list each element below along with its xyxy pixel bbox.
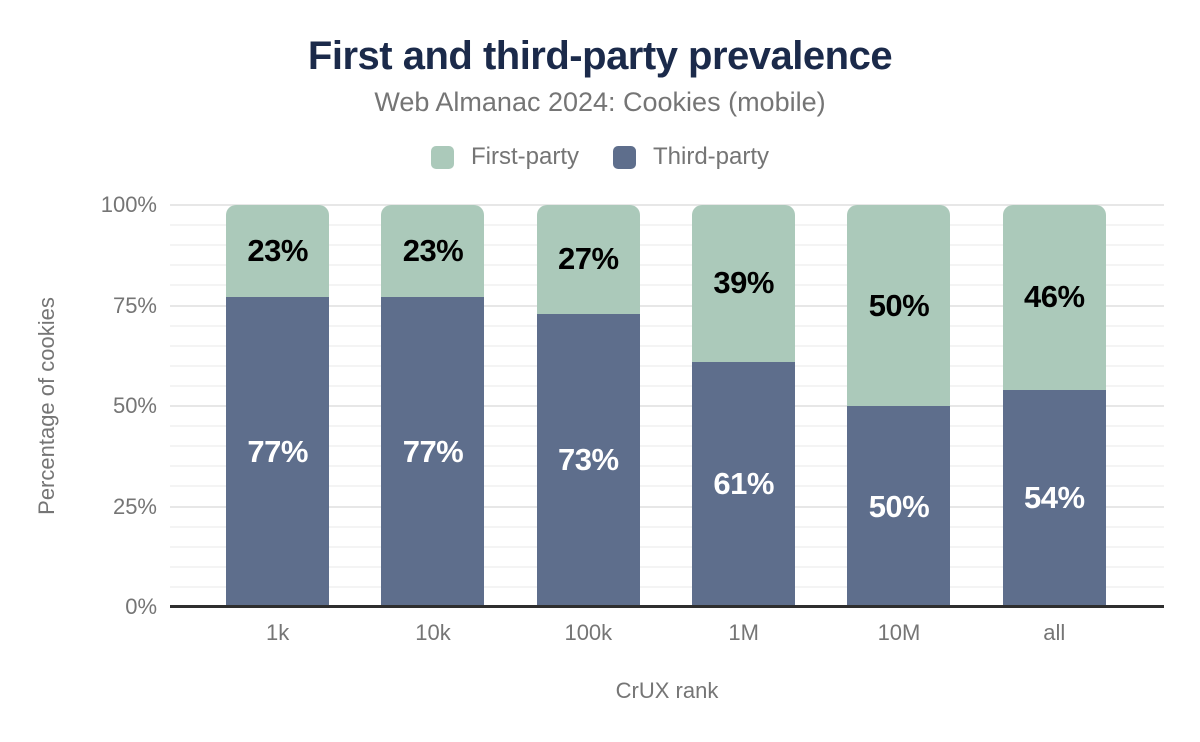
bar-value-label: 50% (868, 488, 930, 524)
x-axis-tick-label-all: all (1043, 620, 1066, 645)
bar-segment-first-party-10M[interactable]: 50% (847, 205, 951, 406)
x-axis-tick-label-1M: 1M (728, 620, 759, 645)
legend-swatch-third-party (612, 145, 636, 169)
minor-gridline (170, 585, 1164, 588)
y-axis-tick-label: 50% (112, 393, 157, 418)
bars: 23% 77% 23% 77% 27% 73% 39% 61% 50% 50% 46% 54% (200, 205, 1132, 607)
bar-segment-first-party-100k[interactable]: 27% (536, 205, 640, 314)
bar-value-label: 23% (402, 233, 464, 269)
chart-title: First and third-party prevalence (307, 34, 893, 78)
minor-gridline (170, 485, 1164, 488)
bar-segment-first-party-all[interactable]: 46% (1002, 205, 1106, 390)
bar-value-label: 27% (558, 241, 619, 277)
bar-segment-first-party-1M[interactable]: 39% (692, 205, 796, 362)
bar-10M[interactable]: 50% 50% (847, 205, 951, 607)
x-axis-ticks: 1k 10k 100k 1M 10M all (200, 620, 1132, 646)
bar-segment-third-party-1M[interactable]: 61% (692, 361, 796, 607)
bar-value-label: 46% (1024, 279, 1085, 315)
y-axis-tick-label: 0% (125, 594, 157, 619)
legend-swatch-first-party (430, 145, 454, 169)
x-axis-tick-label-100k: 100k (564, 620, 613, 645)
minor-gridline (170, 525, 1164, 528)
x-axis-title: CrUX rank (615, 678, 719, 703)
legend: First-party Third-party (0, 143, 1200, 171)
y-axis-tick-label: 75% (112, 292, 157, 318)
minor-gridline (170, 465, 1164, 468)
minor-gridline (170, 284, 1164, 287)
bar-value-label: 73% (558, 442, 619, 478)
bar-segment-third-party-10k[interactable]: 77% (381, 297, 485, 607)
bar-all[interactable]: 46% 54% (1002, 205, 1106, 607)
y-axis-tick-label: 25% (112, 493, 157, 519)
y-axis-tick-label: 100% (100, 192, 157, 217)
bar-value-label: 61% (713, 466, 774, 502)
bar-100k[interactable]: 27% 73% (536, 205, 640, 607)
bar-segment-third-party-all[interactable]: 54% (1002, 389, 1106, 607)
minor-gridline (170, 244, 1164, 247)
minor-gridline (170, 445, 1164, 448)
minor-gridline (170, 264, 1164, 267)
minor-gridline (170, 364, 1164, 367)
legend-label-first-party: First-party (470, 143, 579, 170)
bar-value-label: 50% (868, 287, 930, 323)
x-axis-tick-label-10k: 10k (415, 620, 451, 645)
x-axis-line (170, 605, 1164, 608)
bar-10k[interactable]: 23% 77% (381, 205, 485, 607)
plot-area: 23% 77% 23% 77% 27% 73% 39% 61% 50% 50% 46% 54% (170, 204, 1164, 608)
bar-value-label: 23% (247, 233, 308, 269)
bar-value-label: 54% (1024, 480, 1085, 516)
major-gridline (170, 505, 1164, 508)
minor-gridline (170, 224, 1164, 227)
minor-gridline (170, 425, 1164, 428)
bar-value-label: 77% (402, 434, 464, 470)
legend-item-third-party: Third-party (612, 143, 770, 171)
minor-gridline (170, 384, 1164, 387)
major-gridline (170, 204, 1164, 206)
bar-1k[interactable]: 23% 77% (226, 205, 330, 607)
bar-segment-third-party-1k[interactable]: 77% (226, 297, 330, 607)
minor-gridline (170, 545, 1164, 548)
legend-label-third-party: Third-party (652, 143, 770, 170)
bar-segment-first-party-10k[interactable]: 23% (381, 205, 485, 298)
major-gridline (170, 405, 1164, 407)
bar-segment-third-party-10M[interactable]: 50% (847, 406, 951, 607)
bar-value-label: 39% (713, 265, 774, 301)
bar-value-label: 77% (247, 434, 308, 470)
minor-gridline (170, 344, 1164, 347)
bar-segment-third-party-100k[interactable]: 73% (536, 313, 640, 607)
bar-1M[interactable]: 39% 61% (692, 205, 796, 607)
minor-gridline (170, 324, 1164, 327)
legend-item-first-party: First-party (430, 143, 579, 171)
x-axis-tick-label-10M: 10M (877, 620, 921, 645)
x-axis-tick-label-1k: 1k (266, 620, 290, 645)
chart-subtitle: Web Almanac 2024: Cookies (mobile) (374, 87, 826, 117)
bar-segment-first-party-1k[interactable]: 23% (226, 205, 330, 298)
major-gridline (170, 304, 1164, 307)
minor-gridline (170, 565, 1164, 568)
